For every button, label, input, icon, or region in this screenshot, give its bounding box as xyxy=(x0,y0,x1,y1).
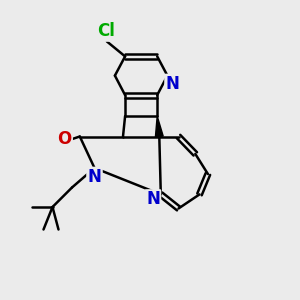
Text: N: N xyxy=(146,190,160,208)
Polygon shape xyxy=(155,116,163,137)
Text: N: N xyxy=(166,75,179,93)
Text: N: N xyxy=(88,168,101,186)
Text: O: O xyxy=(57,130,72,148)
Text: Cl: Cl xyxy=(98,22,116,40)
